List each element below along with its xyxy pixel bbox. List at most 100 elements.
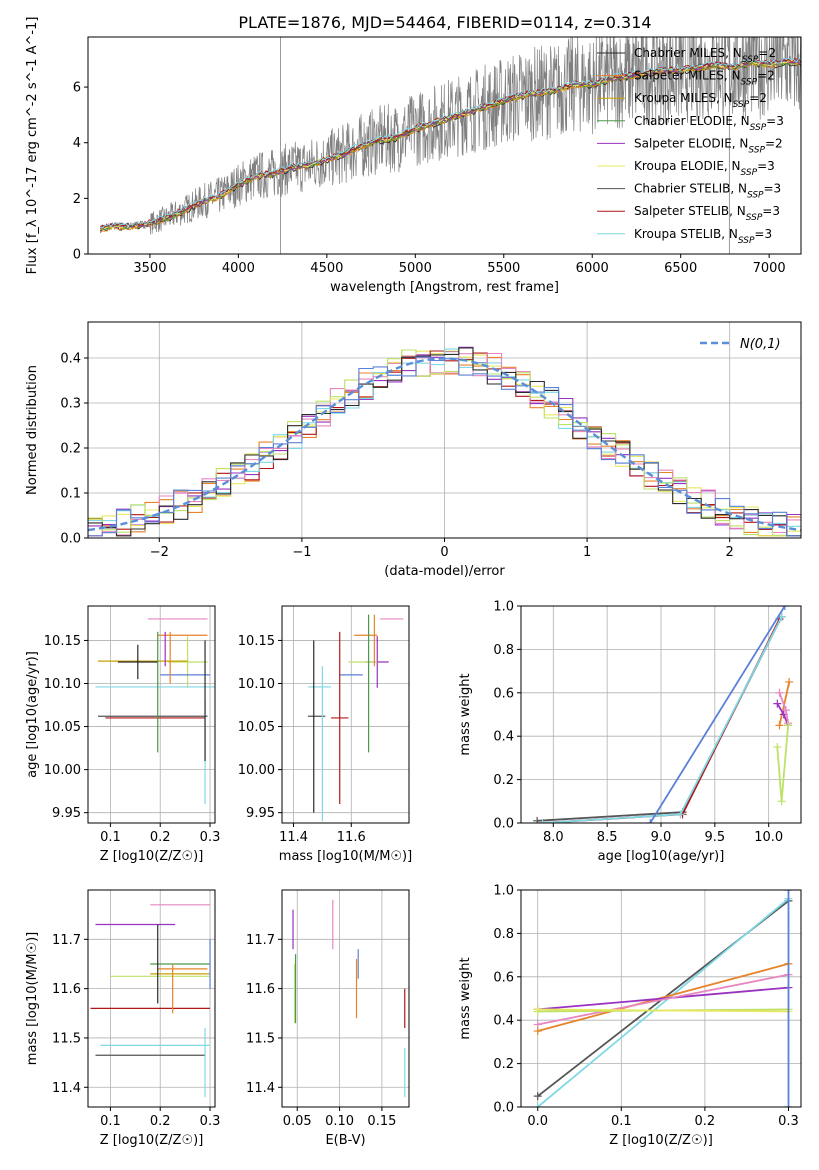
data-point (784, 890, 793, 894)
panel-mass_vs_ebv: 0.05 0.10 0.15 11.4 11.5 11.6 11.7 E(B-V) (246, 889, 410, 1148)
x-tick-label: 10.0 (754, 830, 783, 845)
data-point (676, 810, 685, 819)
model-line (100, 61, 801, 234)
y-tick-label: 0.1 (60, 487, 81, 502)
x-axis-label: Z [log10(Z/Z☉)] (609, 1133, 713, 1148)
x-tick-label: 8.5 (597, 830, 618, 845)
x-tick-label: 0.3 (200, 830, 221, 845)
y-tick-label: 0.3 (60, 397, 81, 412)
weight-line (537, 616, 783, 822)
data-point (646, 819, 655, 823)
x-tick-label: −2 (150, 545, 169, 560)
x-tick-label: 0.1 (100, 1114, 121, 1129)
data-point (538, 819, 547, 823)
data-point (784, 1103, 793, 1107)
x-tick-label: 8.0 (543, 830, 564, 845)
plot-area (533, 606, 794, 823)
x-tick-label: −1 (292, 545, 311, 560)
axes-frame (520, 605, 802, 824)
y-tick-label: 4 (73, 136, 81, 151)
x-tick-label: 0.2 (695, 1114, 716, 1129)
x-tick-label: 9.0 (651, 830, 672, 845)
y-tick-label: 0.6 (493, 686, 514, 701)
y-tick-label: 10.15 (238, 634, 275, 649)
weight-line (537, 986, 789, 1011)
x-tick-label: 5500 (487, 261, 520, 276)
y-axis-label: mass weight (458, 957, 473, 1039)
y-axis-label: mass weight (458, 673, 473, 755)
plot-area (95, 618, 215, 805)
plot-area (88, 346, 801, 537)
x-tick-label: 0.10 (325, 1114, 354, 1129)
y-axis-label: mass [log10(M/M☉)] (25, 932, 40, 1065)
y-tick-label: 0.4 (60, 352, 81, 367)
weight-line (649, 606, 786, 823)
x-tick-label: 0.15 (367, 1114, 396, 1129)
x-tick-label: 0.0 (527, 1114, 548, 1129)
x-axis-label: (data-model)/error (384, 564, 505, 579)
axes-frame (281, 605, 410, 824)
y-tick-label: 11.6 (246, 982, 275, 997)
y-tick-label: 0.6 (493, 970, 514, 985)
data-point (780, 606, 789, 610)
plot-area (90, 904, 211, 1098)
x-tick-label: 0.1 (611, 1114, 632, 1129)
y-tick-label: 10.05 (44, 720, 81, 735)
plot-area (292, 899, 406, 1098)
x-tick-label: 11.4 (279, 830, 308, 845)
y-tick-label: 0.4 (493, 1014, 514, 1029)
y-tick-label: 0.2 (493, 1057, 514, 1072)
x-tick-label: 2 (726, 545, 734, 560)
y-tick-label: 10.15 (44, 634, 81, 649)
axes-frame (281, 889, 410, 1108)
x-tick-label: 0.3 (200, 1114, 221, 1129)
x-tick-label: 0.05 (283, 1114, 312, 1129)
data-point (533, 1092, 542, 1101)
plot-area (100, 37, 801, 254)
plot-area (307, 614, 404, 822)
data-point (773, 743, 782, 752)
x-tick-label: 3500 (133, 261, 166, 276)
axes-frame (87, 36, 802, 255)
x-axis-label: Z [log10(Z/Z☉)] (100, 849, 204, 864)
y-axis-label: Flux [f_λ 10^-17 erg cm^-2 s^-1 A^-1] (25, 17, 40, 275)
histogram-step (88, 348, 801, 527)
y-tick-label: 11.5 (52, 1031, 81, 1046)
y-tick-label: 0.2 (493, 773, 514, 788)
data-point (533, 1020, 542, 1029)
y-tick-label: 11.7 (246, 933, 275, 948)
legend-label: N(0,1) (740, 337, 781, 352)
legend-label: Salpeter STELIB, NSSP=3 (634, 204, 780, 223)
legend-label: Salpeter ELODIE, NSSP=2 (634, 136, 783, 155)
y-tick-label: 2 (73, 192, 81, 207)
x-tick-label: 4500 (310, 261, 343, 276)
y-tick-label: 10.10 (238, 677, 275, 692)
legend-label: Kroupa STELIB, NSSP=3 (634, 227, 772, 246)
y-tick-label: 0.0 (493, 1101, 514, 1116)
weight-line (776, 725, 789, 802)
axes-frame (520, 889, 802, 1108)
weight-line (537, 1008, 789, 1013)
histogram-step (88, 347, 801, 537)
data-point (785, 677, 794, 686)
plot-area (533, 890, 793, 1107)
data-point (775, 688, 784, 697)
panel-mass_weight_vs_age: 8.0 8.5 9.0 9.5 10.0 0.0 0.2 0.4 0.6 0.8 1.0 age [l… (458, 600, 802, 864)
y-tick-label: 0.2 (60, 442, 81, 457)
y-tick-label: 9.95 (246, 806, 275, 821)
y-tick-label: 11.7 (52, 933, 81, 948)
x-axis-label: E(B-V) (325, 1133, 365, 1148)
y-tick-label: 0.4 (493, 730, 514, 745)
x-axis-label: age [log10(age/yr)] (598, 849, 725, 864)
weight-line (542, 616, 783, 823)
panel-mass_weight_vs_Z: 0.0 0.1 0.2 0.3 0.0 0.2 0.4 0.6 0.8 1.0 Z [log10(Z… (458, 884, 802, 1148)
data-point (533, 1005, 542, 1014)
y-tick-label: 10.00 (238, 763, 275, 778)
y-tick-label: 1.0 (493, 600, 514, 615)
data-point (781, 706, 790, 715)
x-tick-label: 0 (440, 545, 448, 560)
panel-age_vs_Z: 0.1 0.2 0.3 9.95 10.00 10.05 10.10 10.15 Z [log1… (25, 605, 221, 864)
x-tick-label: 5000 (399, 261, 432, 276)
data-point (533, 1103, 542, 1107)
x-tick-label: 6500 (664, 261, 697, 276)
